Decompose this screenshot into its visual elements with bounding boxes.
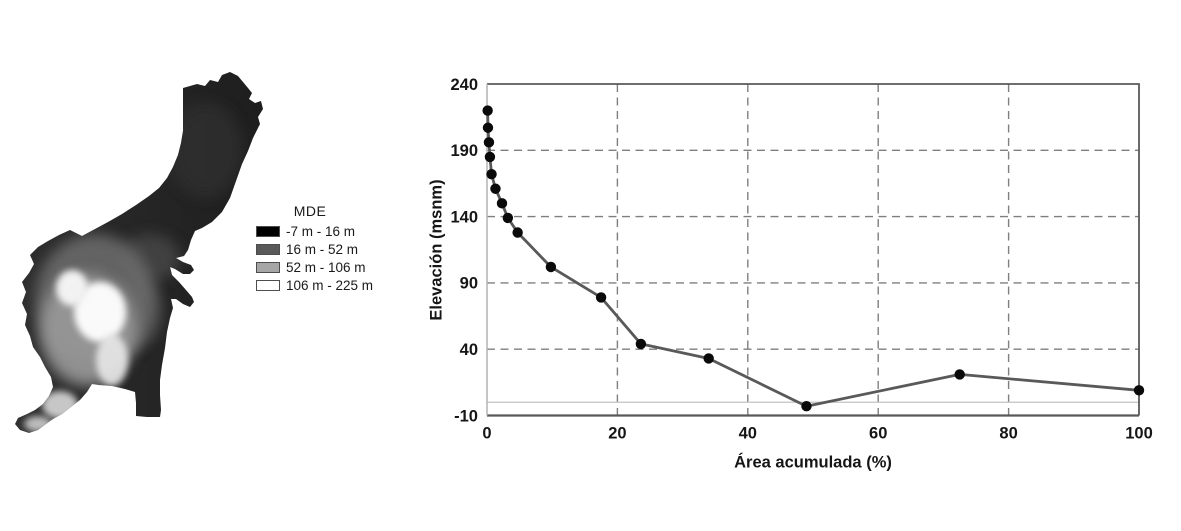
legend-label: 16 m - 52 m — [286, 242, 359, 257]
legend-swatch-darkgray — [256, 244, 280, 256]
legend-item: 16 m - 52 m — [256, 243, 373, 257]
svg-text:40: 40 — [739, 425, 757, 443]
svg-text:60: 60 — [869, 425, 887, 443]
elevation-shading — [24, 102, 243, 432]
y-axis-title: Elevación (msnm) — [427, 179, 446, 321]
legend-item: 52 m - 106 m — [256, 261, 373, 275]
svg-text:-10: -10 — [454, 407, 478, 425]
svg-text:20: 20 — [608, 425, 626, 443]
map-legend: MDE -7 m - 16 m 16 m - 52 m 52 m - 106 m… — [256, 204, 373, 297]
svg-text:0: 0 — [482, 425, 491, 443]
legend-label: 52 m - 106 m — [286, 260, 366, 275]
svg-text:40: 40 — [460, 341, 478, 359]
svg-text:100: 100 — [1125, 425, 1153, 443]
legend-item: 106 m - 225 m — [256, 279, 373, 293]
svg-text:140: 140 — [450, 208, 478, 226]
legend-item: -7 m - 16 m — [256, 225, 373, 239]
x-axis-title: Área acumulada (%) — [734, 453, 892, 472]
legend-swatch-lightgray — [256, 262, 280, 274]
svg-text:190: 190 — [450, 142, 478, 160]
map-legend-title: MDE — [293, 203, 327, 219]
legend-label: 106 m - 225 m — [286, 278, 374, 293]
svg-text:240: 240 — [450, 76, 478, 94]
svg-text:80: 80 — [999, 425, 1017, 443]
legend-swatch-black — [256, 226, 280, 238]
legend-swatch-white — [256, 280, 280, 292]
svg-text:90: 90 — [460, 275, 478, 293]
legend-label: -7 m - 16 m — [286, 224, 356, 239]
dem-map — [15, 72, 263, 433]
